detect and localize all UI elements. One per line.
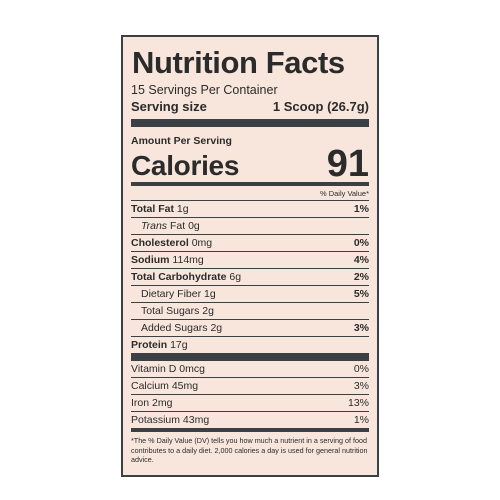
vitamin-dv: 1% [353,414,369,426]
nutrient-row-protein: Protein 17g [131,337,369,353]
nutrient-name: Dietary Fiber 1g [141,288,216,300]
nutrient-name: Total Sugars 2g [141,305,214,317]
vitamin-row-vitamin-d: Vitamin D 0mcg 0% [131,361,369,378]
vitamin-dv: 3% [353,380,369,392]
calories-label: Calories [131,150,240,181]
calories-row: Calories 91 [131,143,369,185]
nutrient-dv: 5% [353,288,369,300]
nutrient-row-total-fat: Total Fat 1g 1% [131,201,369,218]
nutrient-row-total-sugars: Total Sugars 2g [131,303,369,320]
nutrient-amount: 0mg [191,237,213,249]
nutrient-name: Cholesterol [131,237,189,249]
vitamin-dv: 0% [353,363,369,375]
nutrient-dv: 1% [353,203,369,215]
nutrient-row-added-sugars: Added Sugars 2g 3% [131,320,369,337]
nutrient-dv: 3% [353,322,369,334]
nutrient-name: Total Carbohydrate [131,271,227,283]
calories-value: 91 [326,143,369,185]
serving-size-label: Serving size [131,99,207,114]
nutrient-amount: 6g [229,271,242,283]
vitamin-name: Calcium 45mg [131,380,199,392]
nutrient-name: Added Sugars 2g [141,322,223,334]
vitamin-name: Potassium 43mg [131,414,210,426]
serving-size-row: Serving size 1 Scoop (26.7g) [131,98,369,115]
vitamin-row-potassium: Potassium 43mg 1% [131,412,369,428]
medium-divider [131,428,369,432]
nutrient-dv: 4% [353,254,369,266]
servings-per-container: 15 Servings Per Container [131,83,278,97]
amount-per-serving: Amount Per Serving [131,135,232,147]
vitamin-name: Iron 2mg [131,397,173,409]
nutrient-amount: Fat 0g [167,220,200,232]
vitamin-row-iron: Iron 2mg 13% [131,395,369,412]
nutrient-amount: 17g [170,339,188,351]
footnote: *The % Daily Value (DV) tells you how mu… [131,436,368,464]
thick-divider [131,353,369,361]
nutrient-name: Protein [131,339,168,351]
nutrient-dv: 2% [353,271,369,283]
vitamin-dv: 13% [347,397,369,409]
vitamin-name: Vitamin D 0mcg [131,363,205,375]
nutrient-amount: 114mg [172,254,204,266]
nutrient-name: Sodium [131,254,170,266]
nutrient-name: Trans [141,220,168,232]
daily-value-header: % Daily Value* [131,186,369,201]
nutrient-row-trans-fat: Trans Fat 0g [131,218,369,235]
label-title: Nutrition Facts [132,45,345,80]
nutrient-name: Total Fat [131,203,174,215]
nutrient-row-dietary-fiber: Dietary Fiber 1g 5% [131,286,369,303]
nutrient-row-sodium: Sodium 114mg 4% [131,252,369,269]
nutrient-row-total-carbohydrate: Total Carbohydrate 6g 2% [131,269,369,286]
nutrition-label: Nutrition Facts 15 Servings Per Containe… [121,35,379,477]
thick-divider [131,119,369,127]
nutrient-row-cholesterol: Cholesterol 0mg 0% [131,235,369,252]
vitamin-row-calcium: Calcium 45mg 3% [131,378,369,395]
nutrient-dv: 0% [353,237,369,249]
medium-divider [131,182,369,186]
nutrient-amount: 1g [176,203,189,215]
serving-size-value: 1 Scoop (26.7g) [272,99,369,114]
